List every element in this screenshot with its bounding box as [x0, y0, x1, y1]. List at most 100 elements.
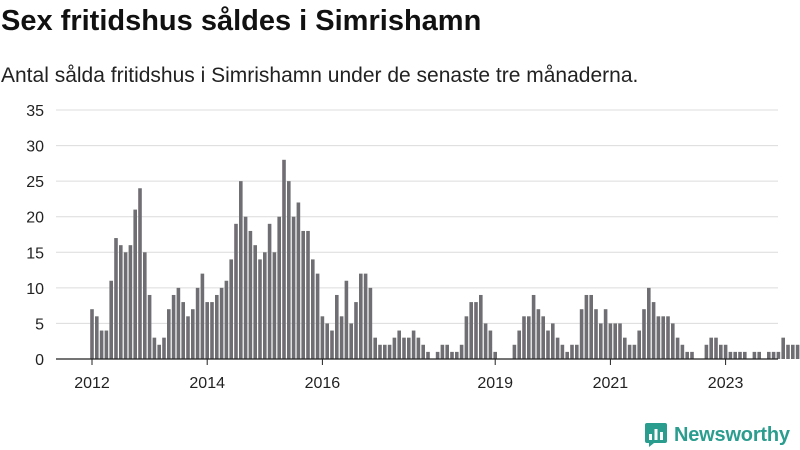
bar [738, 351, 742, 359]
bar [291, 216, 296, 359]
bar [589, 294, 593, 359]
bar [368, 287, 373, 359]
x-tick-label: 2019 [477, 375, 513, 392]
bar [363, 273, 368, 359]
x-tick-label: 2016 [305, 375, 341, 392]
bar [315, 273, 320, 359]
bar [258, 259, 262, 359]
x-tick-label: 2021 [593, 375, 629, 392]
bar [191, 309, 195, 359]
bar [757, 351, 761, 359]
x-tick-label: 2012 [74, 375, 110, 392]
bar-chart: 0 5 10 15 20 25 30 35 2012 2014 2016 2019 2021 2023 2… [26, 103, 800, 392]
bar [733, 351, 737, 359]
bar [219, 287, 224, 359]
bar [445, 344, 449, 359]
bar [325, 323, 329, 359]
bar [743, 351, 747, 359]
bar [215, 294, 219, 359]
chart-title: Sex fritidshus såldes i Simrishamn [1, 5, 482, 37]
bar [119, 245, 123, 359]
y-tick-label: 5 [35, 316, 44, 333]
y-tick-label: 25 [26, 174, 44, 191]
bar [714, 337, 718, 359]
bar [411, 330, 416, 359]
bar [723, 344, 728, 359]
bar [531, 294, 536, 359]
brand-name: Newsworthy [674, 423, 790, 446]
bar [426, 351, 430, 359]
bar [459, 344, 464, 359]
bar [330, 330, 334, 359]
bar [114, 238, 118, 359]
bar [349, 323, 353, 359]
bar [522, 316, 526, 359]
bar [176, 287, 181, 359]
newsworthy-logo: Newsworthy [644, 421, 790, 449]
bar [239, 181, 243, 359]
x-tick-label: 2023 [708, 375, 744, 392]
bar-chart-speech-bubble-icon [645, 423, 667, 447]
bar [546, 330, 550, 359]
bar [623, 337, 627, 359]
bar [781, 337, 785, 359]
bar [210, 302, 214, 359]
bar [536, 309, 541, 359]
bar [147, 294, 152, 359]
bar [267, 223, 272, 359]
bar [138, 188, 142, 359]
bar [339, 316, 344, 359]
bar [752, 351, 757, 359]
bar [205, 302, 209, 359]
bar [632, 344, 637, 359]
bar [109, 280, 113, 359]
bar [555, 337, 560, 359]
bar [517, 330, 521, 359]
y-tick-label: 15 [26, 245, 44, 262]
bar [301, 230, 305, 359]
bar [599, 323, 603, 359]
bar [728, 351, 733, 359]
bar [359, 273, 363, 359]
bar [709, 337, 713, 359]
bar [541, 316, 545, 359]
bar [344, 280, 349, 359]
bar [464, 316, 469, 359]
bar [253, 245, 257, 359]
bar [287, 181, 291, 359]
bar [642, 309, 646, 359]
chart-subtitle: Antal sålda fritidshus i Simrishamn unde… [1, 64, 639, 87]
bar [95, 316, 99, 359]
x-axis-tick-labels: 2012201420162019202120232025 [74, 359, 744, 392]
bar [311, 259, 315, 359]
bar [666, 316, 670, 359]
bar [661, 316, 665, 359]
bar [483, 323, 488, 359]
bar [306, 230, 310, 359]
bar [771, 351, 776, 359]
bar [479, 294, 483, 359]
bar [186, 316, 190, 359]
bar [407, 337, 411, 359]
bar [99, 330, 104, 359]
bar [637, 330, 641, 359]
gridlines [56, 109, 778, 324]
bar [440, 344, 445, 359]
bar [560, 344, 565, 359]
bar [128, 245, 133, 359]
y-tick-label: 10 [26, 281, 44, 298]
y-tick-label: 30 [26, 139, 44, 156]
bars [90, 159, 800, 359]
bar [450, 351, 454, 359]
bar [791, 344, 795, 359]
bar [104, 330, 109, 359]
y-axis-tick-labels: 0 5 10 15 20 25 30 35 [26, 103, 44, 369]
bar [618, 323, 622, 359]
x-tick-label: 2014 [189, 375, 225, 392]
bar [90, 309, 94, 359]
bar [143, 252, 147, 359]
bar [234, 223, 238, 359]
bar [651, 302, 656, 359]
bar [157, 344, 161, 359]
bar [335, 294, 339, 359]
